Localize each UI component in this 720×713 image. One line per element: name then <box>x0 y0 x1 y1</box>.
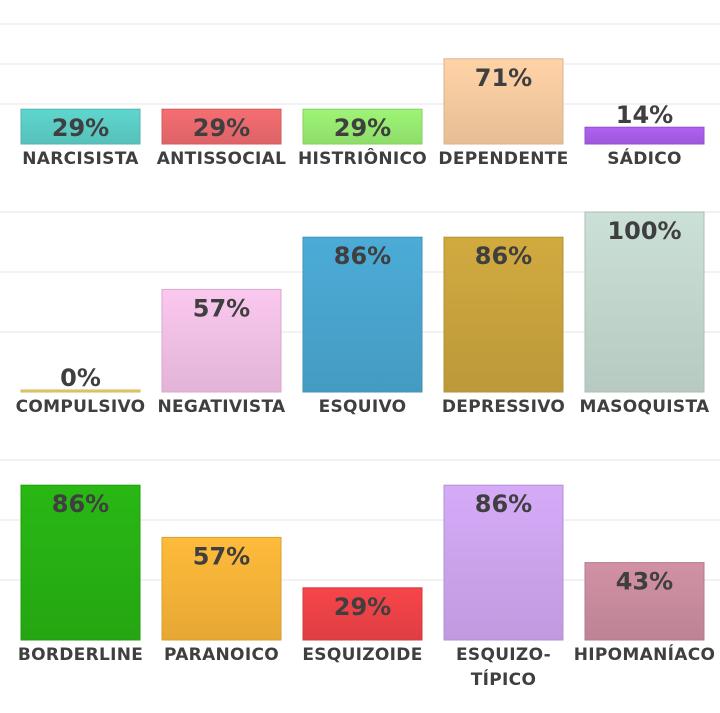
data-label: 57% <box>193 294 250 322</box>
category-label: BORDERLINE <box>18 645 143 665</box>
data-label: 29% <box>334 593 391 621</box>
bar-esquizoide <box>302 587 423 641</box>
category-label: SÁDICO <box>607 147 682 169</box>
data-label: 43% <box>616 568 673 596</box>
category-label: DEPENDENTE <box>438 149 568 169</box>
bar-negativista <box>161 288 282 393</box>
category-label: NEGATIVISTA <box>157 397 286 417</box>
chart-panel-1: 29% NARCISISTA 29% ANTISSOCIAL 29% HISTRIÔNIC… <box>0 23 720 169</box>
bar-paranoico <box>161 536 282 641</box>
bar-esquivo <box>302 236 423 393</box>
chart-panel-2: 0% COMPULSIVO 57% NEGATIVISTA 86% ESQUIVO 86% D… <box>0 211 720 417</box>
data-label: 86% <box>475 242 532 270</box>
data-label: 29% <box>193 114 250 142</box>
bar-antissocial <box>161 108 282 145</box>
category-label: ESQUIZO- <box>456 645 551 665</box>
bar-esquizo-típico <box>443 484 564 641</box>
data-label: 14% <box>616 101 673 129</box>
bar-histriônico <box>302 108 423 145</box>
data-label: 86% <box>334 242 391 270</box>
data-label: 71% <box>475 64 532 92</box>
category-label: MASOQUISTA <box>579 397 710 417</box>
bar-hipomaníaco <box>584 562 705 641</box>
bar-sádico <box>584 126 705 145</box>
category-label: ANTISSOCIAL <box>157 149 287 169</box>
category-label: ESQUIVO <box>319 397 407 417</box>
bar-masoquista <box>584 211 705 393</box>
category-label: DEPRESSIVO <box>442 397 565 417</box>
category-label: HISTRIÔNICO <box>298 147 427 169</box>
category-label: TÍPICO <box>471 668 536 690</box>
bar-borderline <box>20 484 141 641</box>
data-label: 0% <box>60 364 101 392</box>
data-label: 86% <box>475 490 532 518</box>
data-label: 29% <box>334 114 391 142</box>
data-label: 86% <box>52 490 109 518</box>
bar-depressivo <box>443 236 564 393</box>
category-label: COMPULSIVO <box>16 397 146 417</box>
category-label: NARCISISTA <box>22 149 139 169</box>
category-label: ESQUIZOIDE <box>302 645 422 665</box>
bar-narcisista <box>20 108 141 145</box>
category-label: HIPOMANÍACO <box>574 643 715 665</box>
bar-dependente <box>443 58 564 145</box>
chart-panel-3: 86% BORDERLINE 57% PARANOICO 29% ESQUIZOIDE 86… <box>0 459 720 690</box>
bar-compulsivo <box>20 389 141 393</box>
data-label: 57% <box>193 542 250 570</box>
data-label: 29% <box>52 114 109 142</box>
data-label: 100% <box>607 217 681 245</box>
category-label: PARANOICO <box>164 645 279 665</box>
